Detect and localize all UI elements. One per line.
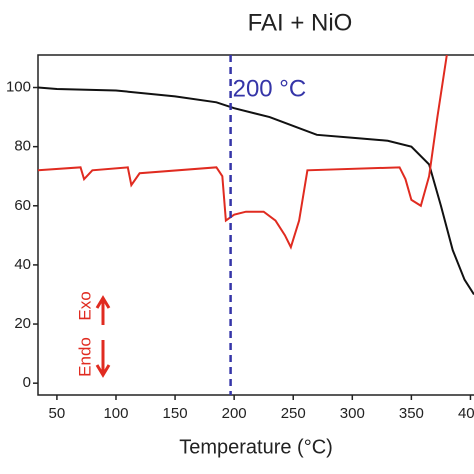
- x-tick-label: 100: [103, 405, 128, 422]
- x-tick-label: 350: [399, 405, 424, 422]
- y-tick-label: 100: [6, 78, 31, 95]
- y-tick-label: 40: [14, 256, 31, 273]
- x-tick-label: 150: [163, 405, 188, 422]
- x-tick-label: 200: [222, 405, 247, 422]
- x-tick-label: 300: [340, 405, 365, 422]
- data-line: [38, 55, 448, 250]
- annotation: 200 °C: [233, 75, 307, 102]
- exo-arrow: [95, 295, 111, 325]
- annotation: Exo: [75, 291, 94, 320]
- x-tick-label: 50: [49, 405, 66, 422]
- y-tick-label: 80: [14, 138, 31, 155]
- annotation: Endo: [75, 337, 94, 377]
- y-tick-label: 60: [14, 197, 31, 214]
- plot-frame: [37, 54, 474, 396]
- x-axis-label: Temperature (°C): [179, 436, 333, 458]
- data-line: [38, 86, 474, 296]
- chart-title: FAI + NiO: [248, 9, 353, 36]
- y-tick-label: 20: [14, 315, 31, 332]
- x-tick-label: 250: [281, 405, 306, 422]
- x-tick-label: 400: [458, 405, 474, 422]
- y-tick-label: 0: [23, 374, 31, 391]
- endo-arrow: [95, 340, 111, 378]
